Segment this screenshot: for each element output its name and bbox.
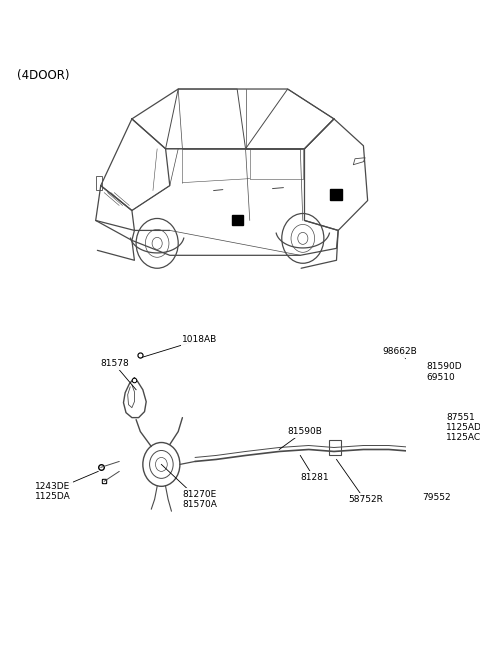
Text: 81270E
81570A: 81270E 81570A (182, 489, 217, 509)
Bar (96, 176, 102, 190)
Text: 1018AB: 1018AB (182, 335, 217, 344)
Text: 1243DE
1125DA: 1243DE 1125DA (35, 482, 71, 501)
Bar (424, 405, 480, 484)
Text: 81590D
69510: 81590D 69510 (427, 362, 462, 382)
Text: 81590B: 81590B (288, 427, 323, 436)
Text: 98662B: 98662B (382, 348, 417, 356)
Bar (232, 215, 243, 226)
Bar (330, 188, 342, 199)
Text: (4DOOR): (4DOOR) (16, 69, 69, 82)
Text: 81281: 81281 (300, 473, 329, 482)
Text: 87551
1125AD
1125AC: 87551 1125AD 1125AC (446, 413, 480, 443)
Text: 79552: 79552 (422, 493, 451, 502)
Text: 81578: 81578 (101, 359, 130, 369)
Bar (329, 440, 341, 455)
Text: 58752R: 58752R (348, 495, 383, 504)
